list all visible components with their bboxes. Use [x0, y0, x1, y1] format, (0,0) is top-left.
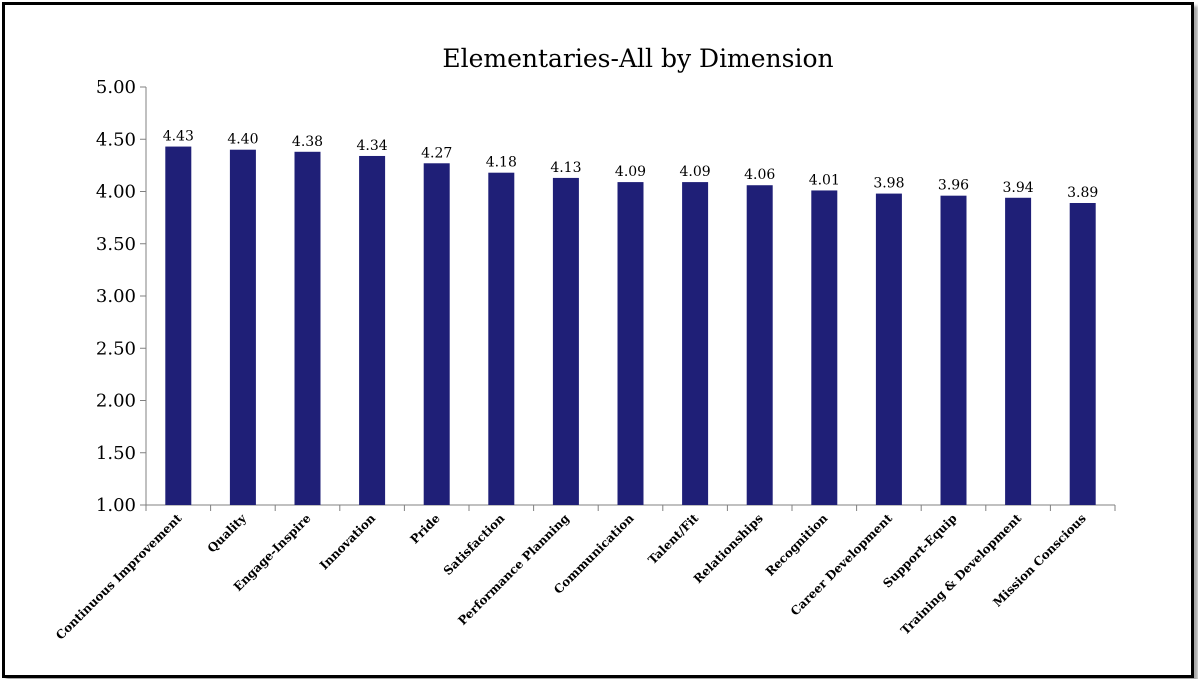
- bars: [165, 146, 1096, 506]
- data-label: 4.43: [163, 129, 194, 145]
- y-tick-label: 3.00: [96, 286, 136, 307]
- data-label: 3.89: [1067, 185, 1098, 201]
- x-tick-labels: Continuous Improvement QualityEngage-Insp…: [53, 511, 1089, 643]
- data-label: 4.38: [292, 134, 323, 150]
- bar: [746, 185, 773, 506]
- bar: [294, 151, 321, 506]
- x-tick-label: Recognition: [763, 511, 831, 579]
- x-tick-label: Talent/Fit: [645, 511, 701, 567]
- data-label: 4.40: [227, 132, 258, 148]
- data-label: 3.98: [873, 176, 904, 192]
- bar: [682, 182, 709, 505]
- data-label: 4.18: [486, 155, 517, 171]
- data-label: 3.94: [1003, 180, 1034, 196]
- bar: [552, 177, 579, 506]
- bar: [811, 190, 838, 505]
- y-tick-label: 3.50: [96, 234, 136, 255]
- data-label: 4.01: [809, 172, 840, 188]
- x-tick-label: Quality: [205, 511, 250, 556]
- data-label: 4.13: [550, 160, 581, 176]
- bar: [940, 195, 967, 505]
- x-tick-label: Training & Development: [898, 511, 1025, 638]
- data-label: 4.06: [744, 167, 775, 183]
- y-tick-label: 2.00: [96, 391, 136, 412]
- x-tick-label: Pride: [408, 511, 444, 547]
- x-tick-label: Continuous Improvement: [53, 511, 185, 643]
- y-tick-label: 4.50: [96, 129, 136, 150]
- bar: [1069, 202, 1096, 505]
- x-axis: [145, 504, 1116, 511]
- bar: [229, 149, 256, 505]
- chart-title: Elementaries-All by Dimension: [442, 44, 833, 73]
- bar: [423, 163, 450, 505]
- data-label: 4.09: [615, 164, 646, 180]
- data-label: 4.27: [421, 145, 452, 161]
- x-tick-label: Performance Planning: [455, 511, 572, 628]
- bar: [1005, 197, 1032, 505]
- y-tick-label: 1.00: [96, 495, 136, 516]
- bar: [617, 182, 644, 505]
- x-tick-label: Satisfaction: [441, 511, 508, 578]
- bar: [488, 172, 515, 505]
- x-tick-label: Innovation: [317, 511, 378, 572]
- y-tick-label: 5.00: [96, 77, 136, 98]
- bar: [165, 146, 192, 505]
- data-label: 4.34: [357, 138, 388, 154]
- bar: [359, 155, 386, 505]
- y-tick-label: 2.50: [96, 338, 136, 359]
- data-label: 3.96: [938, 178, 969, 194]
- y-axis: 1.00 1.50 2.00 2.50 3.00 3.50 4.00 4.50 5.00: [96, 77, 147, 516]
- bar: [875, 193, 902, 505]
- y-tick-label: 1.50: [96, 443, 136, 464]
- y-tick-label: 4.00: [96, 182, 136, 203]
- x-tick-label: Relationships: [691, 511, 766, 586]
- data-labels: 4.43 4.40 4.38 4.34 4.27 4.18 4.13 4.09 4.09 4.06…: [163, 129, 1099, 201]
- data-label: 4.09: [680, 164, 711, 180]
